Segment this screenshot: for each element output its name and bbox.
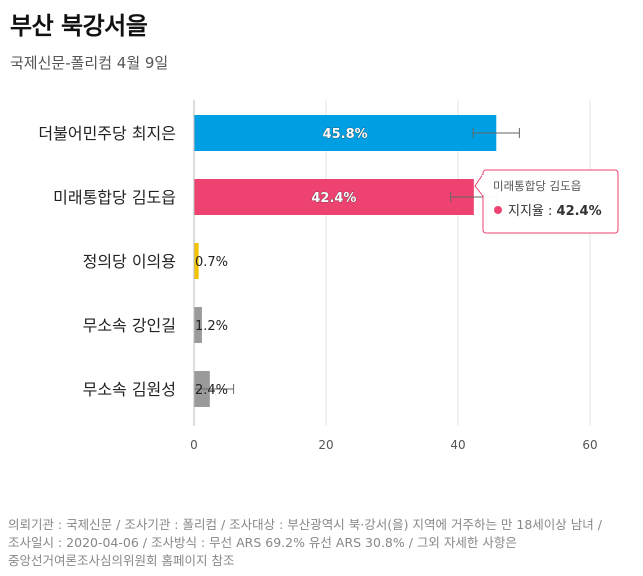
bar[interactable]	[194, 179, 474, 215]
bar[interactable]	[194, 243, 199, 279]
data-label: 0.7%	[195, 255, 228, 270]
data-label: 1.2%	[195, 319, 228, 334]
x-tick-label: 40	[450, 438, 465, 452]
tooltip-title: 미래통합당 김도읍	[493, 179, 581, 193]
tooltip-marker-icon	[494, 206, 502, 214]
data-label: 42.4%	[311, 191, 356, 206]
category-label: 미래통합당 김도읍	[53, 188, 176, 207]
bar-chart: 더불어민주당 최지은 45.8% 미래통합당 김도읍 42.4% 정의당 이의용 0.7%…	[38, 100, 619, 452]
category-label: 정의당 이의용	[83, 252, 176, 271]
bar[interactable]	[194, 307, 202, 343]
chart-title: 부산 북강서을	[10, 12, 148, 40]
source-footnote: 의뢰기관 : 국제신문 / 조사기관 : 폴리컴 / 조사대상 : 부산광역시 …	[8, 517, 602, 568]
chart-subtitle: 국제신문-폴리컴 4월 9일	[10, 54, 169, 72]
tooltip-box	[482, 169, 619, 234]
data-label: 2.4%	[195, 383, 228, 398]
x-tick-label: 60	[582, 438, 597, 452]
category-label: 더불어민주당 최지은	[38, 124, 176, 143]
category-label: 무소속 김원성	[83, 380, 176, 399]
tooltip-pointer	[474, 172, 484, 198]
bar[interactable]	[194, 115, 497, 151]
x-tick-label: 0	[190, 438, 198, 452]
data-label: 45.8%	[323, 127, 368, 142]
tooltip-joint	[482, 175, 485, 195]
x-tick-label: 20	[318, 438, 333, 452]
category-label: 무소속 강인길	[83, 316, 176, 335]
tooltip-value: 지지율 : 42.4%	[508, 204, 602, 219]
